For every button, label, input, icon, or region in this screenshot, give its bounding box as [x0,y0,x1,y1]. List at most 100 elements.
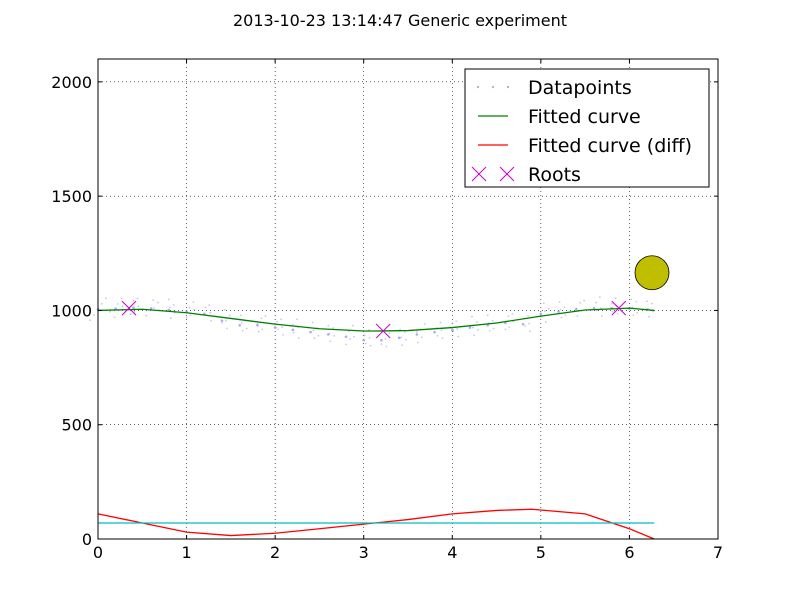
datapoint [220,319,224,323]
datapoint-cloud-dot [600,315,603,317]
datapoint-cloud-dot [404,331,406,333]
datapoint-cloud-dot [317,334,320,337]
datapoint [362,338,366,342]
datapoint-cloud-dot [241,329,244,332]
datapoint [433,330,436,334]
datapoint-cloud-dot [599,296,601,299]
datapoint-cloud-dot [245,327,248,330]
datapoint-cloud-dot [456,328,459,330]
datapoint-cloud-dot [388,332,391,335]
datapoint-cloud-dot [113,316,116,319]
datapoint-cloud-dot [583,299,586,302]
datapoint-cloud-dot [631,306,634,309]
legend-label: Roots [528,164,581,186]
datapoint-cloud-dot [527,315,529,317]
datapoint-cloud-dot [204,306,207,309]
datapoints-cloud [89,296,654,348]
legend-dot [477,86,479,88]
datapoint [415,333,419,336]
datapoint-cloud-dot [189,314,192,317]
datapoint-cloud-dot [221,322,223,324]
datapoint-cloud-dot [168,306,171,309]
datapoint-cloud-dot [405,338,407,341]
datapoint-cloud-dot [401,344,403,347]
datapoint [397,336,401,340]
datapoint-cloud-dot [457,335,460,338]
datapoint-cloud-dot [614,297,617,299]
y-tick-label: 500 [61,416,92,435]
datapoint-cloud-dot [329,340,332,343]
datapoint-cloud-dot [185,316,188,319]
x-tick-label: 4 [447,543,457,562]
datapoint-cloud-dot [133,310,136,313]
datapoint [291,328,295,332]
datapoint-cloud-dot [101,302,103,305]
datapoint-cloud-dot [455,320,458,323]
datapoint-cloud-dot [529,330,531,333]
root-marker-stroke [121,300,137,316]
datapoint-cloud-dot [364,342,367,345]
datapoint-cloud-dot [439,321,442,324]
datapoint-cloud-dot [440,329,443,332]
datapoint-cloud-dot [209,312,212,314]
datapoint-cloud-dot [121,305,124,308]
legend-x [471,166,487,182]
datapoint-cloud-dot [264,315,267,318]
datapoint-cloud-dot [579,301,582,304]
datapoint-cloud-dot [630,298,633,301]
datapoint-cloud-dot [328,332,331,335]
legend-dot [507,86,509,88]
datapoint-cloud-dot [226,327,228,330]
chart-title: 2013-10-23 13:14:47 Generic experiment [233,11,567,30]
x-tick-label: 3 [359,543,369,562]
datapoint-cloud-dot [636,311,639,314]
datapoint-cloud-dot [507,315,510,318]
datapoint-cloud-dot [352,335,355,338]
datapoint-cloud-dot [542,302,545,305]
root-marker [375,323,391,339]
datapoint-cloud-dot [93,313,95,316]
legend: Datapoints Fitted curve Fitted curve (diff… [464,68,710,188]
datapoint [486,323,490,327]
datapoint [132,306,135,309]
datapoint [539,312,543,316]
datapoint-cloud-dot [129,313,132,315]
datapoint-cloud-dot [635,300,638,303]
datapoint-cloud-dot [452,330,455,333]
datapoint-cloud-dot [544,321,547,323]
datapoint-cloud-dot [89,319,92,322]
datapoint-cloud-dot [632,314,635,316]
datapoint-cloud-dot [292,331,295,334]
datapoint-cloud-dot [547,307,550,310]
datapoint-cloud-dot [560,316,563,319]
datapoint-cloud-dot [349,338,351,340]
datapoint-cloud-dot [524,325,527,327]
legend-label: Fitted curve (diff) [528,135,692,157]
datapoint-cloud-dot [256,323,259,325]
datapoint-cloud-dot [210,319,213,322]
datapoint-cloud-dot [280,318,282,321]
datapoint [273,326,277,329]
datapoint-cloud-dot [511,312,514,315]
datapoint-cloud-dot [208,304,211,307]
datapoint-cloud-dot [108,310,111,313]
datapoint-cloud-dot [475,321,478,323]
datapoint-cloud-dot [610,302,613,305]
datapoint-cloud-dot [228,314,231,317]
datapoint-cloud-dot [564,314,567,317]
datapoint-cloud-dot [120,297,123,300]
datapoint-cloud-dot [297,337,300,339]
datapoint-cloud-dot [575,307,578,310]
datapoint [557,310,560,313]
datapoint-cloud-dot [192,301,195,303]
datapoint-cloud-dot [369,344,372,347]
datapoint-cloud-dot [576,315,579,318]
datapoint-cloud-dot [333,334,336,337]
datapoint-cloud-dot [152,299,155,302]
datapoint-cloud-dot [616,312,619,315]
root-marker-stroke [611,300,627,316]
datapoint-cloud-dot [172,304,175,306]
datapoint-cloud-dot [169,317,172,320]
highlight-circle [634,255,670,291]
legend-label: Fitted curve [528,106,641,128]
